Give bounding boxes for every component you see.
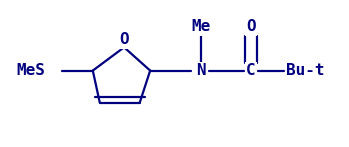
Text: C: C	[246, 63, 256, 78]
Text: MeS: MeS	[16, 63, 45, 78]
Text: O: O	[119, 32, 129, 47]
Text: O: O	[246, 19, 256, 34]
Text: Bu-t: Bu-t	[286, 63, 324, 78]
Text: Me: Me	[191, 19, 210, 34]
Text: N: N	[196, 63, 205, 78]
